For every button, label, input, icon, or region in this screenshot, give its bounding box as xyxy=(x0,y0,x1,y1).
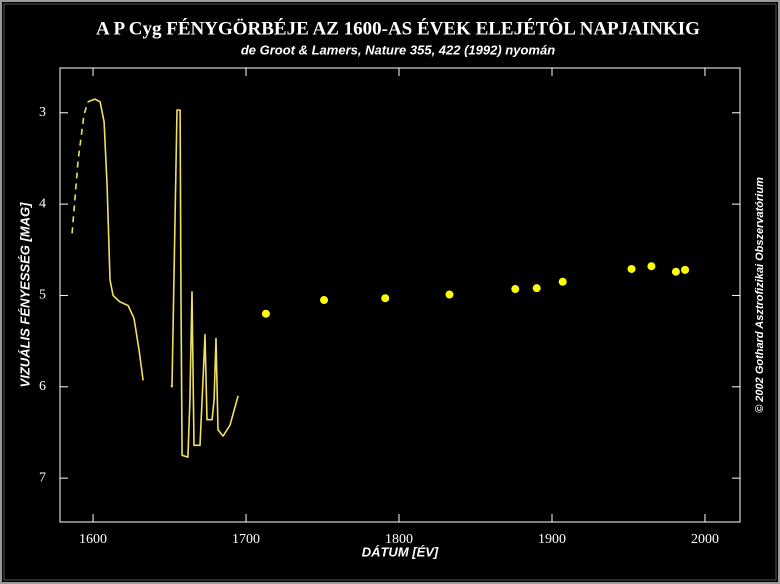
x-tick-label: 1700 xyxy=(232,532,260,547)
plot-area xyxy=(59,67,741,523)
data-point xyxy=(558,277,567,286)
data-point xyxy=(681,265,690,274)
y-tick-label: 6 xyxy=(39,379,46,394)
chart-title: A P Cyg FÉNYGÖRBÉJE AZ 1600-AS ÉVEK ELEJ… xyxy=(96,17,700,39)
y-tick-label: 5 xyxy=(39,288,46,303)
x-tick-label: 2000 xyxy=(691,532,719,547)
data-point xyxy=(445,290,454,299)
x-tick-label: 1800 xyxy=(385,532,413,547)
data-point xyxy=(532,284,541,293)
x-tick-label: 1600 xyxy=(79,532,107,547)
data-point xyxy=(381,294,390,303)
data-point xyxy=(671,267,680,276)
data-point xyxy=(320,296,329,305)
y-axis-label: VIZUÁLIS FÉNYESSÉG [MAG] xyxy=(17,202,32,388)
frame-inner xyxy=(3,3,777,581)
data-point xyxy=(261,309,270,318)
y-tick-label: 7 xyxy=(39,470,46,485)
y-tick-label: 4 xyxy=(39,196,46,211)
credit: © 2002 Gothard Asztrofizikai Obszervatór… xyxy=(754,177,766,413)
data-point xyxy=(627,264,636,273)
chart-subtitle: de Groot & Lamers, Nature 355, 422 (1992… xyxy=(241,42,555,57)
data-point xyxy=(647,262,656,271)
x-axis-label: DÁTUM [ÉV] xyxy=(362,544,439,559)
y-tick-label: 3 xyxy=(39,105,46,120)
light-curve xyxy=(71,101,89,234)
light-curve xyxy=(87,98,239,458)
data-point xyxy=(511,285,520,294)
x-tick-label: 1900 xyxy=(538,532,566,547)
